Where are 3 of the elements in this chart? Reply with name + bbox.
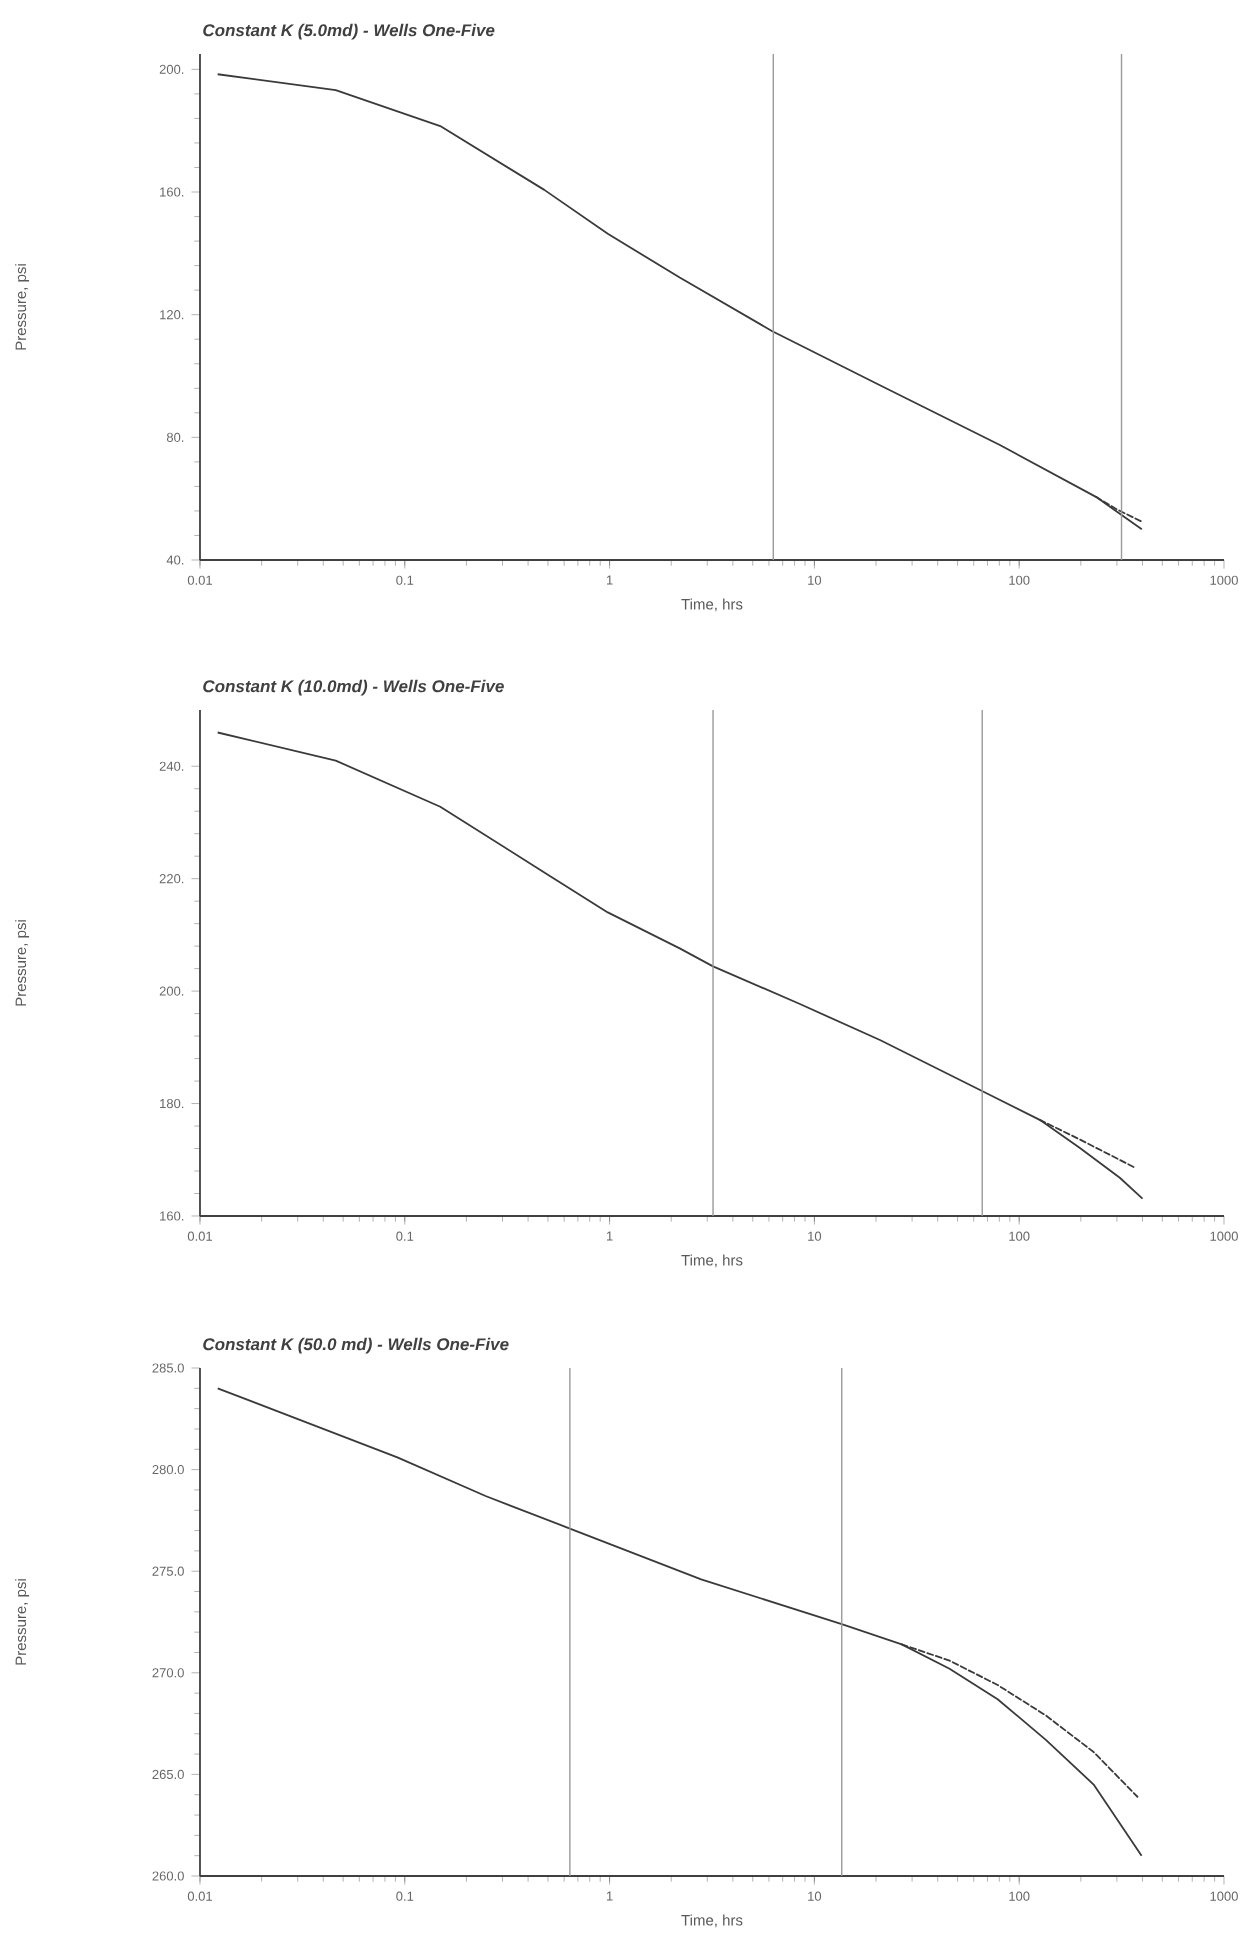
chart-title: Constant K (5.0md) - Wells One-Five (203, 23, 495, 40)
chart-title: Constant K (10.0md) - Wells One-Five (203, 679, 504, 696)
chart-title: Constant K (50.0 md) - Wells One-Five (203, 1337, 509, 1354)
